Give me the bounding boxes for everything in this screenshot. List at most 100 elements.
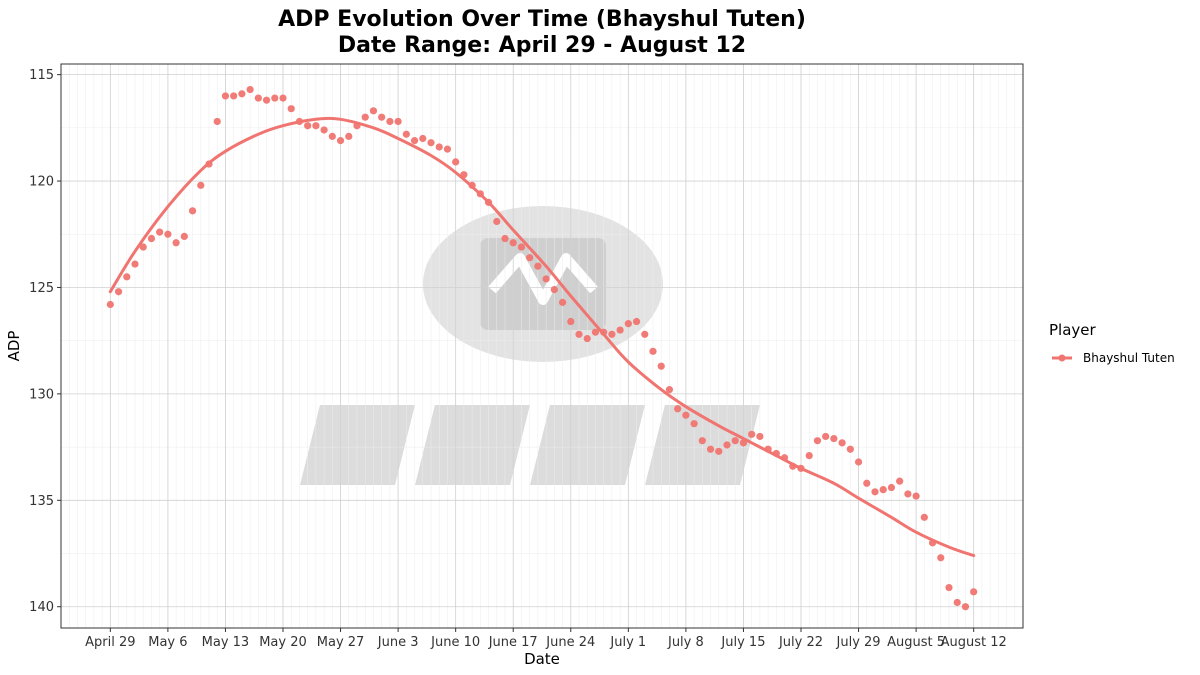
data-point [896, 477, 904, 485]
data-point [476, 190, 484, 198]
data-point [920, 513, 928, 521]
data-point [139, 243, 147, 251]
data-point [484, 198, 493, 206]
data-point [797, 464, 805, 472]
data-point [830, 434, 838, 443]
data-point [780, 454, 789, 462]
data-point [312, 122, 320, 130]
data-point [230, 92, 238, 100]
data-point [295, 117, 304, 126]
data-point [879, 486, 887, 494]
data-point [443, 145, 452, 153]
y-tick-label: 130 [29, 387, 54, 402]
data-point [871, 488, 879, 496]
data-point [410, 137, 419, 145]
data-point [558, 298, 567, 306]
data-point [772, 449, 780, 458]
data-point [394, 117, 402, 126]
data-point [805, 452, 813, 460]
data-point [517, 243, 526, 251]
data-point [123, 273, 131, 281]
x-tick-label: July 22 [778, 635, 823, 650]
data-point [756, 432, 764, 441]
data-point [205, 160, 213, 168]
data-point [386, 117, 394, 126]
data-point [353, 122, 361, 130]
data-point [435, 143, 443, 151]
y-axis: 115 120 125 130 135 140 [29, 68, 61, 615]
x-tick-label: August 12 [941, 635, 1007, 650]
y-tick-label: 125 [29, 281, 54, 296]
x-tick-label: May 27 [317, 635, 365, 650]
data-point [822, 432, 830, 441]
data-point [715, 447, 723, 455]
data-point [262, 96, 271, 104]
data-point [378, 113, 386, 121]
data-point [550, 286, 558, 294]
data-point [320, 126, 328, 134]
data-point [953, 598, 961, 607]
data-point [542, 275, 550, 283]
data-point [632, 317, 641, 326]
data-point [739, 439, 748, 447]
data-point [114, 288, 123, 296]
y-tick-label: 140 [29, 600, 54, 615]
legend-title: Player [1049, 321, 1097, 339]
x-tick-label: May 20 [259, 635, 307, 650]
data-point [304, 122, 312, 130]
data-point [345, 132, 353, 140]
data-point [254, 94, 262, 102]
data-point [221, 92, 230, 100]
data-point [575, 330, 583, 338]
data-point [624, 320, 632, 328]
data-point [172, 239, 180, 247]
data-point [657, 362, 665, 370]
chart-title-line-1: ADP Evolution Over Time (Bhayshul Tuten) [278, 7, 806, 32]
data-point [706, 445, 715, 453]
data-point [591, 328, 600, 336]
data-point [813, 437, 822, 445]
data-point [526, 254, 534, 262]
data-point [641, 330, 649, 338]
data-point [945, 583, 953, 592]
data-point [748, 430, 756, 438]
y-tick-label: 120 [29, 175, 54, 190]
data-point [912, 492, 920, 500]
data-point [156, 228, 164, 236]
data-point [287, 105, 295, 113]
data-point [427, 139, 435, 147]
data-point [147, 234, 156, 243]
data-point [164, 230, 172, 238]
data-point [682, 411, 690, 419]
x-tick-label: June 10 [430, 635, 480, 650]
y-tick-label: 135 [29, 494, 54, 509]
plot-border [60, 63, 1024, 629]
x-tick-label: August 5 [887, 635, 945, 650]
x-tick-label: June 24 [545, 635, 595, 650]
data-point [361, 113, 369, 121]
x-axis: April 29 May 6 May 13 May 20 May 27 June 3 Jun… [85, 628, 1007, 650]
data-point [419, 134, 427, 143]
data-point [336, 137, 345, 145]
data-point [583, 334, 591, 343]
data-point [608, 330, 616, 338]
data-point [402, 130, 410, 138]
data-point [369, 107, 378, 115]
data-point [854, 458, 863, 466]
data-point [106, 300, 114, 309]
x-tick-label: May 13 [202, 635, 250, 650]
data-point [863, 479, 871, 487]
data-point [731, 437, 739, 445]
data-point [460, 171, 468, 179]
data-point [197, 181, 205, 189]
data-point [246, 85, 254, 94]
data-point [616, 326, 624, 334]
trend-line [108, 116, 976, 558]
data-points [106, 85, 978, 611]
data-point [970, 588, 978, 596]
data-point [723, 441, 731, 449]
data-point [452, 158, 460, 166]
legend-key-point [1058, 354, 1066, 362]
x-axis-title: Date [524, 650, 560, 668]
data-point [649, 347, 657, 355]
